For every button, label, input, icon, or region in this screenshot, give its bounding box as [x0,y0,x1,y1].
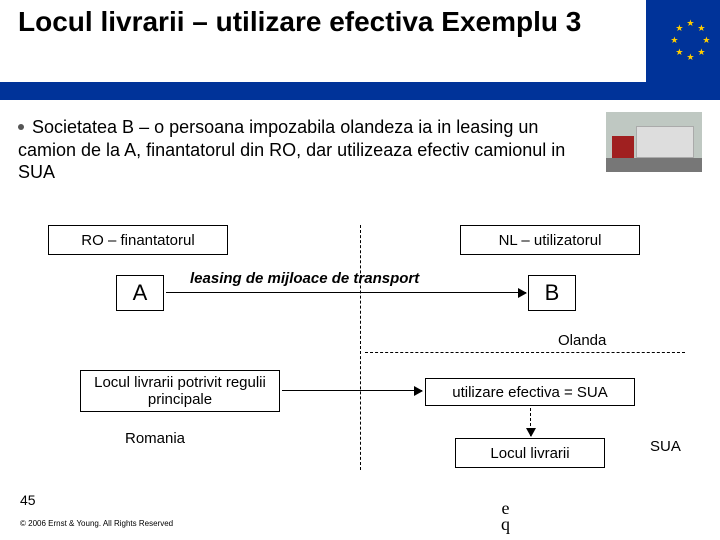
box-locul-livrarii: Locul livrarii [455,438,605,468]
label-romania: Romania [125,430,185,447]
slide: ★ ★ ★ ★ ★ ★ ★ ★ Locul livrarii – utiliza… [0,0,720,540]
box-company-b: B [528,275,576,311]
bullet-dot-icon [18,124,24,130]
bullet-paragraph: Societatea B – o persoana impozabila ola… [18,116,598,184]
box-nl-utilizatorul: NL – utilizatorul [460,225,640,255]
label-sua: SUA [650,438,681,455]
copyright-text: © 2006 Ernst & Young. All Rights Reserve… [20,519,173,528]
arrow-a-to-b [166,292,526,293]
box-locul-livrarii-regula: Locul livrarii potrivit regulii principa… [80,370,280,412]
box-ro-finantatorul: RO – finantatorul [48,225,228,255]
eq-mark: e q [501,501,510,532]
box-company-a: A [116,275,164,311]
title-underline-band [0,82,720,100]
arrow-use-to-delivery [530,408,531,436]
divider-horizontal-dashed [365,352,685,353]
slide-title: Locul livrarii – utilizare efectiva Exem… [18,6,660,38]
box-utilizare-efectiva: utilizare efectiva = SUA [425,378,635,406]
arrow-rule-to-use [282,390,422,391]
divider-vertical-dashed [360,225,361,470]
title-text: Locul livrarii – utilizare efectiva Exem… [18,6,660,38]
page-number: 45 [20,492,36,508]
truck-photo-icon [606,112,702,172]
eq-bot: q [501,517,510,532]
bullet-text: Societatea B – o persoana impozabila ola… [18,117,565,182]
label-olanda: Olanda [558,332,606,349]
label-leasing: leasing de mijloace de transport [190,270,419,287]
